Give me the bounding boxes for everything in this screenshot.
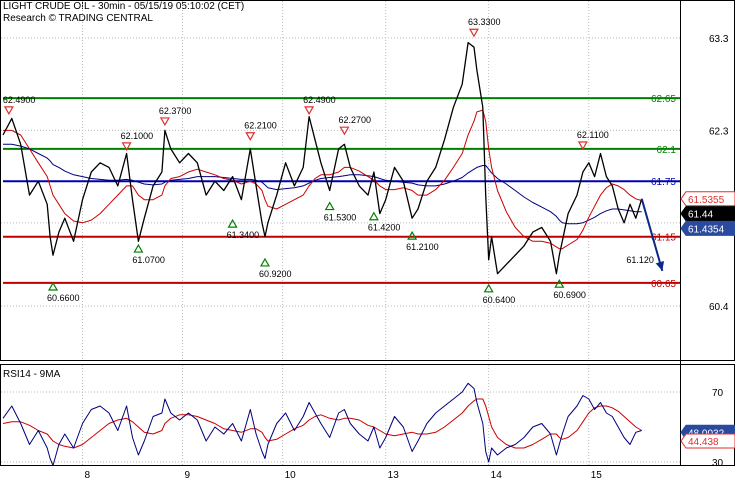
pivot-top-label: 62.3700	[159, 106, 192, 116]
price-tag-text: 61.4354	[688, 224, 725, 235]
pivot-bottom-label: 61.2100	[406, 242, 439, 252]
pivot-bottom-marker	[227, 218, 238, 228]
x-tick-label: 9	[185, 470, 191, 480]
pivot-bottom-marker	[483, 283, 494, 293]
level-label: 62.65	[651, 94, 676, 105]
rsi-tag-text: 44.438	[688, 437, 719, 448]
pivot-bottom-marker	[407, 230, 418, 240]
price-tick-label: 63.3	[709, 34, 729, 45]
price-tag-box	[680, 206, 735, 222]
pivot-top-label: 62.1100	[577, 130, 609, 140]
pivot-bottom-label: 60.6600	[47, 293, 80, 303]
pivot-bottom-marker	[324, 201, 335, 211]
x-tick-label: 14	[491, 470, 503, 480]
pivot-bottom-label: 61.4200	[368, 223, 401, 233]
price-tick-label: 60.4	[709, 302, 729, 313]
price-tag-box	[680, 220, 735, 236]
pivot-top-label: 62.4900	[3, 95, 36, 105]
pivot-top-marker	[339, 126, 350, 136]
pivot-top-marker	[159, 117, 170, 127]
price-tag-text: 61.44	[688, 210, 713, 221]
x-tick-label: 8	[84, 470, 90, 480]
pivot-top-marker	[304, 106, 315, 116]
pivot-bottom-marker	[554, 278, 565, 288]
pivot-top-label: 62.1000	[121, 131, 154, 141]
chart-credit: Research © TRADING CENTRAL	[3, 13, 153, 24]
pivot-top-label: 63.3300	[468, 17, 501, 27]
rsi-tag-box	[680, 433, 735, 449]
x-tick-label: 15	[591, 470, 603, 480]
level-label: 61.15	[651, 233, 676, 244]
pivot-bottom-marker	[133, 243, 144, 253]
pivot-bottom-marker	[259, 257, 271, 267]
pivot-bottom-label: 61.5300	[324, 213, 357, 223]
ma-red-line	[3, 109, 642, 250]
forecast-label: 61.120	[626, 255, 654, 265]
pivot-top-marker	[577, 141, 588, 151]
pivot-bottom-label: 60.6900	[553, 290, 586, 300]
pivot-bottom-label: 60.9200	[259, 269, 292, 279]
forecast-arrow-line	[640, 198, 664, 272]
pivot-top-marker	[468, 28, 479, 38]
pivot-bottom-marker	[48, 281, 59, 291]
pivot-bottom-label: 61.0700	[132, 255, 165, 265]
level-label: 62.1	[657, 145, 677, 156]
price-tag-text: 61.5355	[688, 195, 725, 206]
price-line	[2, 41, 643, 275]
level-label: 61.75	[651, 177, 676, 188]
rsi-ma-line	[2, 398, 642, 449]
forecast-arrow-head	[655, 261, 665, 271]
pivot-top-label: 62.2700	[338, 115, 371, 125]
chart-title: LIGHT CRUDE OIL - 30min - 05/15/19 05:10…	[3, 1, 245, 12]
pivot-top-label: 62.2100	[244, 121, 277, 131]
pivot-top-label: 62.4900	[303, 95, 336, 105]
pivot-bottom-label: 60.6400	[483, 295, 516, 305]
rsi-tick-label: 70	[712, 388, 724, 399]
pivot-bottom-label: 61.3400	[227, 230, 260, 240]
price-tag-box	[680, 191, 735, 207]
rsi-tick-label: 30	[712, 458, 724, 469]
rsi-panel-frame	[0, 364, 735, 466]
pivot-top-marker	[245, 132, 256, 141]
pivot-bottom-marker	[368, 211, 379, 221]
rsi-label: RSI14 - 9MA	[3, 369, 61, 380]
pivot-top-marker	[121, 142, 132, 152]
x-tick-label: 10	[285, 470, 297, 480]
level-label: 60.65	[651, 279, 676, 290]
rsi-line	[2, 382, 642, 466]
x-tick-label: 13	[388, 470, 400, 480]
ma-blue-line	[3, 143, 642, 225]
pivot-top-marker	[3, 106, 14, 116]
price-tick-label: 62.3	[709, 126, 729, 137]
